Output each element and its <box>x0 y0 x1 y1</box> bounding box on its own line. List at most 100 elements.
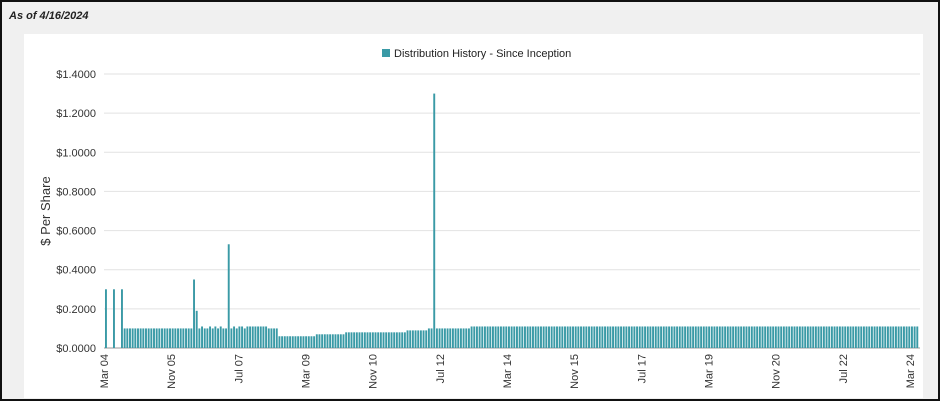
distribution-bar[interactable] <box>726 326 729 348</box>
distribution-bar[interactable] <box>190 328 193 348</box>
distribution-bar[interactable] <box>297 336 300 348</box>
distribution-bar[interactable] <box>129 328 131 348</box>
distribution-bar[interactable] <box>572 326 574 348</box>
distribution-bar[interactable] <box>283 336 286 348</box>
distribution-bar[interactable] <box>321 334 324 348</box>
distribution-bar[interactable] <box>582 326 585 348</box>
distribution-bar[interactable] <box>489 326 492 348</box>
distribution-bar[interactable] <box>246 326 249 348</box>
distribution-bar[interactable] <box>526 326 529 348</box>
distribution-bar[interactable] <box>203 328 206 348</box>
distribution-bar[interactable] <box>857 326 860 348</box>
distribution-bar[interactable] <box>662 326 665 348</box>
distribution-bar[interactable] <box>561 326 564 348</box>
distribution-bar[interactable] <box>150 328 153 348</box>
distribution-bar[interactable] <box>756 326 759 348</box>
distribution-bar[interactable] <box>622 326 625 348</box>
distribution-bar[interactable] <box>721 326 724 348</box>
distribution-bar[interactable] <box>580 326 582 348</box>
distribution-bar[interactable] <box>443 328 446 348</box>
distribution-bar[interactable] <box>577 326 580 348</box>
distribution-bar[interactable] <box>470 326 473 348</box>
distribution-bar[interactable] <box>289 336 292 348</box>
distribution-bar[interactable] <box>166 328 169 348</box>
distribution-bar[interactable] <box>147 328 150 348</box>
distribution-bar[interactable] <box>681 326 684 348</box>
distribution-bar[interactable] <box>825 326 828 348</box>
distribution-bar[interactable] <box>548 326 550 348</box>
distribution-bar[interactable] <box>401 332 404 348</box>
distribution-bar[interactable] <box>809 326 812 348</box>
distribution-bar[interactable] <box>700 326 703 348</box>
distribution-bar[interactable] <box>313 336 316 348</box>
distribution-bar[interactable] <box>257 326 260 348</box>
distribution-bar[interactable] <box>684 326 687 348</box>
distribution-bar[interactable] <box>625 326 628 348</box>
distribution-bar[interactable] <box>892 326 895 348</box>
distribution-bar[interactable] <box>126 328 129 348</box>
distribution-bar[interactable] <box>499 326 502 348</box>
distribution-bar[interactable] <box>516 326 518 348</box>
distribution-bar[interactable] <box>347 332 350 348</box>
distribution-bar[interactable] <box>588 326 590 348</box>
distribution-bar[interactable] <box>881 326 884 348</box>
distribution-bar[interactable] <box>841 326 844 348</box>
distribution-bar[interactable] <box>564 326 566 348</box>
distribution-bar[interactable] <box>590 326 593 348</box>
distribution-bar[interactable] <box>427 328 430 348</box>
distribution-bar[interactable] <box>438 328 441 348</box>
distribution-bar[interactable] <box>518 326 521 348</box>
distribution-bar[interactable] <box>566 326 569 348</box>
distribution-bar[interactable] <box>422 330 425 348</box>
distribution-bar[interactable] <box>545 326 548 348</box>
distribution-bar[interactable] <box>716 326 719 348</box>
distribution-bar[interactable] <box>179 328 182 348</box>
distribution-bar[interactable] <box>766 326 769 348</box>
distribution-bar[interactable] <box>369 332 372 348</box>
distribution-bar[interactable] <box>155 328 158 348</box>
distribution-bar[interactable] <box>113 289 115 348</box>
distribution-bar[interactable] <box>225 328 228 348</box>
distribution-bar[interactable] <box>649 326 652 348</box>
distribution-bar[interactable] <box>105 289 107 348</box>
distribution-bar[interactable] <box>710 326 713 348</box>
distribution-bar[interactable] <box>758 326 761 348</box>
distribution-bar[interactable] <box>305 336 308 348</box>
distribution-bar[interactable] <box>558 326 561 348</box>
distribution-bar[interactable] <box>732 326 735 348</box>
distribution-bar[interactable] <box>270 328 273 348</box>
distribution-bar[interactable] <box>145 328 147 348</box>
distribution-bar[interactable] <box>323 334 326 348</box>
distribution-bar[interactable] <box>361 332 364 348</box>
distribution-bar[interactable] <box>195 310 198 348</box>
distribution-bar[interactable] <box>395 332 398 348</box>
distribution-bar[interactable] <box>686 326 689 348</box>
distribution-bar[interactable] <box>790 326 793 348</box>
distribution-bar[interactable] <box>854 326 857 348</box>
distribution-bar[interactable] <box>182 328 185 348</box>
distribution-bar[interactable] <box>609 326 612 348</box>
distribution-bar[interactable] <box>353 332 356 348</box>
distribution-bar[interactable] <box>804 326 807 348</box>
distribution-bar[interactable] <box>281 336 284 348</box>
distribution-bar[interactable] <box>310 336 313 348</box>
distribution-bar[interactable] <box>894 326 897 348</box>
distribution-bar[interactable] <box>769 326 772 348</box>
distribution-bar[interactable] <box>294 336 297 348</box>
distribution-bar[interactable] <box>630 326 633 348</box>
distribution-bar[interactable] <box>385 332 388 348</box>
distribution-bar[interactable] <box>339 334 342 348</box>
distribution-bar[interactable] <box>171 328 174 348</box>
distribution-bar[interactable] <box>782 326 785 348</box>
distribution-bar[interactable] <box>483 326 486 348</box>
distribution-bar[interactable] <box>670 326 673 348</box>
distribution-bar[interactable] <box>705 326 708 348</box>
distribution-bar[interactable] <box>238 326 241 348</box>
distribution-bar[interactable] <box>334 334 337 348</box>
distribution-bar[interactable] <box>734 326 737 348</box>
distribution-bar[interactable] <box>793 326 796 348</box>
distribution-bar[interactable] <box>185 328 187 348</box>
distribution-bar[interactable] <box>435 328 438 348</box>
distribution-bar[interactable] <box>620 326 623 348</box>
distribution-bar[interactable] <box>852 326 855 348</box>
